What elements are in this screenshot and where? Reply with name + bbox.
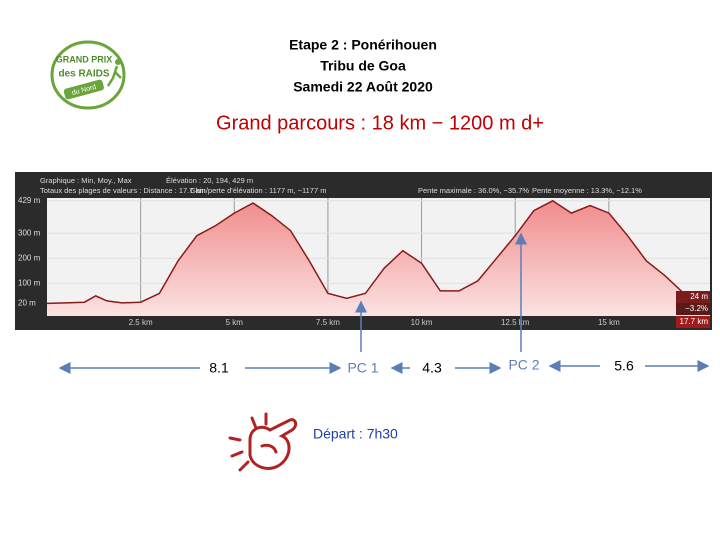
info-text: Pente maximale : 36.0%, −35.7% — [418, 186, 529, 195]
end-label-bg — [676, 303, 710, 315]
end-label: 24 m — [690, 292, 708, 301]
x-tick-label: 5 km — [226, 318, 244, 327]
departure: Départ : 7h30 — [313, 426, 398, 442]
title-line: Etape 2 : Ponérihouen — [289, 37, 437, 53]
title-line: Tribu de Goa — [320, 58, 406, 74]
start-icon — [228, 412, 298, 472]
info-text: Pente moyenne : 13.3%, −12.1% — [532, 186, 642, 195]
checkpoint: PC 1 — [347, 360, 378, 376]
y-tick-label: 20 m — [18, 299, 36, 308]
x-tick-label: 12.5 km — [501, 318, 530, 327]
end-label: 17.7 km — [680, 317, 709, 326]
logo: GRAND PRIX des RAIDS du Nord — [50, 40, 126, 110]
y-tick-label: 300 m — [18, 228, 41, 237]
x-tick-label: 2.5 km — [129, 318, 153, 327]
info-text: Élévation : 20, 194, 429 m — [166, 176, 253, 185]
leg-distance: 4.3 — [422, 360, 442, 376]
logo-text: des RAIDS — [58, 69, 109, 80]
x-tick-label: 15 km — [598, 318, 620, 327]
line — [46, 199, 711, 305]
x-tick-label: 10 km — [411, 318, 433, 327]
info-text: Totaux des plages de valeurs : Distance … — [40, 186, 206, 195]
title-line: Samedi 22 Août 2020 — [293, 79, 433, 95]
subtitle: Grand parcours : 18 km − 1200 m d+ — [216, 112, 544, 134]
route — [58, 232, 710, 374]
logo-text: GRAND PRIX — [56, 54, 113, 64]
y-tick-label: 100 m — [18, 278, 41, 287]
end-label-bg — [676, 316, 710, 328]
end-label: −3.2% — [685, 304, 708, 313]
leg-distance: 5.6 — [614, 358, 634, 374]
chart: Graphique : Min, Moy., Max Élévation : 20… — [18, 176, 711, 328]
y-tick-label: 200 m — [18, 253, 41, 262]
y-tick-label: 429 m — [18, 196, 41, 205]
checkpoint: PC 2 — [508, 357, 539, 373]
area — [47, 200, 710, 316]
end-label-bg — [676, 291, 710, 303]
leg-distance: 8.1 — [209, 360, 229, 376]
info-text: Graphique : Min, Moy., Max — [40, 176, 132, 185]
info-text: Gain/perte d'élévation : 1177 m, −1177 m — [190, 186, 326, 195]
x-tick-label: 7.5 km — [316, 318, 340, 327]
